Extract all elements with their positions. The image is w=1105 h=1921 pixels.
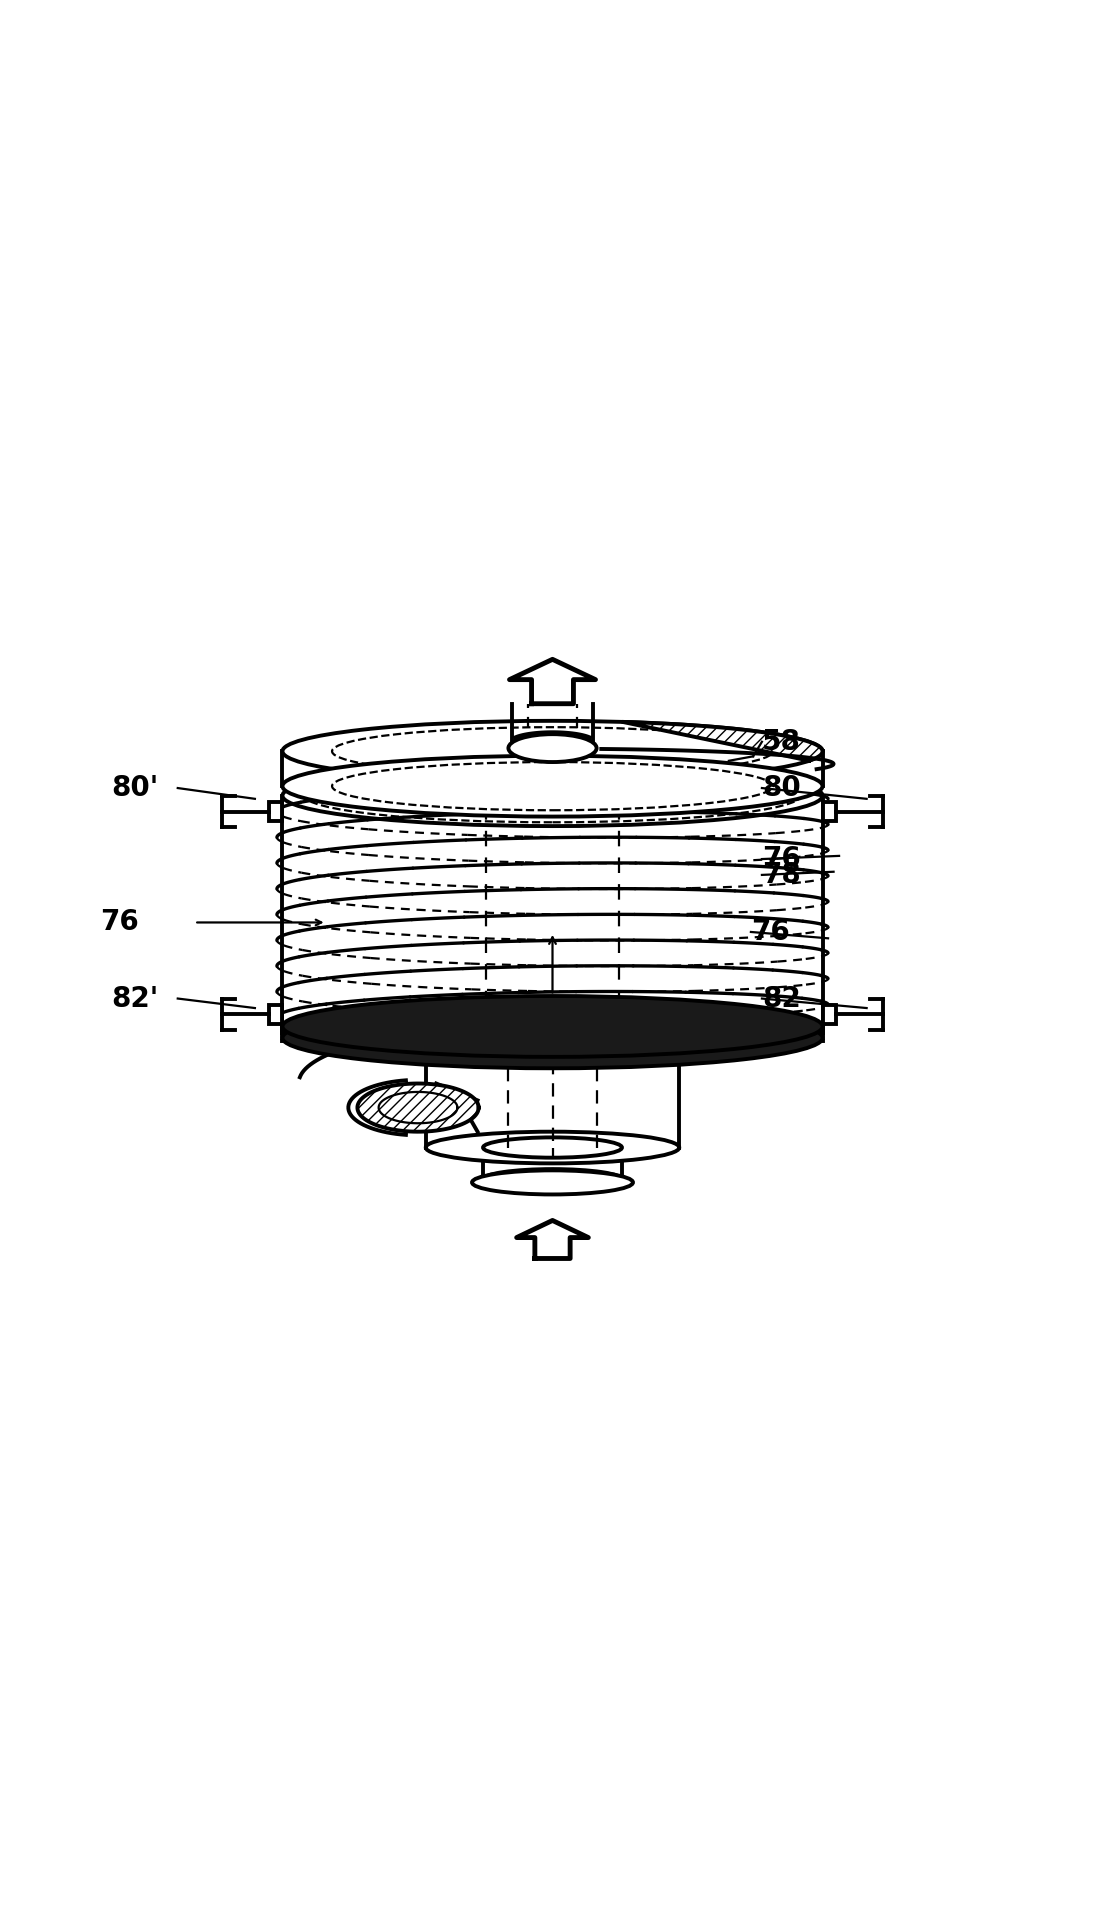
- Bar: [270, 801, 283, 820]
- Text: 82': 82': [112, 985, 159, 1012]
- Polygon shape: [357, 1083, 478, 1131]
- Bar: [822, 801, 835, 820]
- Ellipse shape: [283, 1003, 822, 1064]
- Text: 78: 78: [762, 861, 801, 889]
- Ellipse shape: [283, 720, 822, 782]
- Text: 80: 80: [762, 774, 801, 803]
- Ellipse shape: [283, 765, 822, 826]
- Ellipse shape: [283, 995, 822, 1057]
- Ellipse shape: [508, 734, 597, 763]
- Polygon shape: [622, 722, 822, 761]
- Polygon shape: [509, 659, 596, 703]
- Ellipse shape: [283, 1007, 822, 1068]
- Text: 82: 82: [762, 985, 801, 1012]
- Text: 76: 76: [751, 918, 790, 945]
- Polygon shape: [517, 1220, 588, 1258]
- Ellipse shape: [483, 1137, 622, 1158]
- Ellipse shape: [425, 1033, 680, 1064]
- Text: 58: 58: [762, 728, 801, 755]
- Bar: [270, 1005, 283, 1024]
- Ellipse shape: [425, 1131, 680, 1164]
- Text: 76: 76: [762, 845, 801, 872]
- Text: 76: 76: [101, 909, 139, 936]
- Ellipse shape: [483, 1170, 622, 1189]
- Ellipse shape: [283, 755, 822, 816]
- Ellipse shape: [472, 1170, 633, 1195]
- Bar: [822, 1005, 835, 1024]
- Text: 80': 80': [112, 774, 159, 803]
